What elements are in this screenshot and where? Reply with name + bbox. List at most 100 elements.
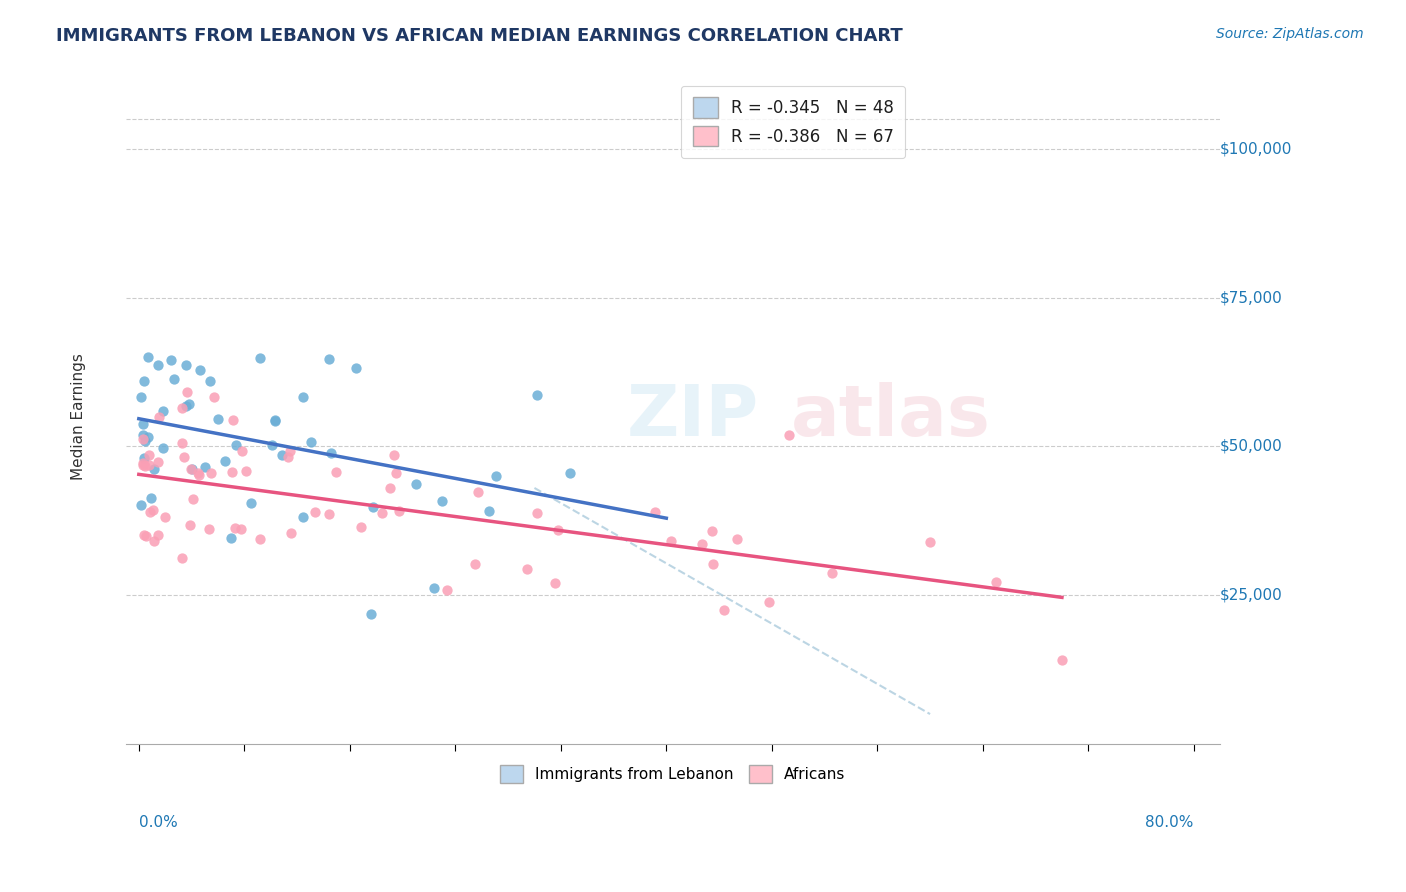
- Text: Source: ZipAtlas.com: Source: ZipAtlas.com: [1216, 27, 1364, 41]
- Point: [280, 525, 302, 540]
- Point: [132, 450, 155, 465]
- Point: [198, 374, 221, 388]
- Point: [291, 510, 314, 524]
- Point: [146, 528, 169, 542]
- Point: [136, 429, 159, 443]
- Point: [516, 562, 538, 576]
- Point: [221, 412, 243, 426]
- Point: [544, 576, 567, 591]
- Point: [526, 388, 548, 402]
- Point: [464, 557, 486, 571]
- Point: [155, 510, 177, 524]
- Point: [148, 358, 170, 372]
- Point: [173, 450, 195, 465]
- Point: [194, 460, 217, 475]
- Point: [172, 401, 194, 416]
- Point: [271, 449, 294, 463]
- Point: [160, 352, 183, 367]
- Point: [321, 446, 343, 460]
- Point: [174, 399, 197, 413]
- Point: [263, 412, 285, 426]
- Point: [350, 520, 373, 534]
- Point: [388, 504, 411, 518]
- Point: [371, 506, 394, 520]
- Point: [821, 566, 844, 581]
- Point: [430, 494, 453, 508]
- Point: [174, 359, 197, 373]
- Point: [318, 508, 340, 522]
- Point: [146, 455, 169, 469]
- Point: [141, 491, 163, 505]
- Point: [138, 504, 160, 518]
- Text: $75,000: $75,000: [1220, 290, 1282, 305]
- Point: [467, 485, 489, 500]
- Point: [229, 522, 252, 536]
- Point: [920, 535, 942, 549]
- Text: 0.0%: 0.0%: [139, 815, 177, 830]
- Text: 80.0%: 80.0%: [1146, 815, 1194, 830]
- Point: [278, 443, 301, 458]
- Text: $25,000: $25,000: [1220, 588, 1282, 603]
- Legend: Immigrants from Lebanon, Africans: Immigrants from Lebanon, Africans: [494, 758, 852, 789]
- Point: [360, 607, 382, 622]
- Point: [177, 397, 200, 411]
- Text: atlas: atlas: [790, 382, 990, 451]
- Point: [758, 595, 780, 609]
- Point: [142, 503, 165, 517]
- Point: [231, 444, 253, 458]
- Point: [700, 524, 723, 538]
- Point: [142, 533, 165, 548]
- Point: [152, 403, 174, 417]
- Point: [170, 436, 193, 450]
- Point: [659, 533, 682, 548]
- Point: [304, 505, 326, 519]
- Point: [132, 433, 155, 447]
- Point: [132, 417, 155, 432]
- Point: [291, 390, 314, 404]
- Point: [190, 362, 212, 376]
- Point: [264, 415, 287, 429]
- Point: [180, 462, 202, 476]
- Point: [131, 390, 153, 404]
- Point: [702, 558, 724, 572]
- Point: [225, 438, 247, 452]
- Point: [179, 518, 201, 533]
- Point: [423, 581, 446, 595]
- Text: $50,000: $50,000: [1220, 439, 1282, 454]
- Point: [405, 477, 427, 491]
- Point: [690, 537, 713, 551]
- Point: [219, 531, 242, 545]
- Point: [131, 498, 153, 512]
- Text: Median Earnings: Median Earnings: [72, 353, 86, 480]
- Text: ZIP: ZIP: [627, 382, 759, 451]
- Point: [134, 458, 156, 473]
- Point: [1050, 653, 1073, 667]
- Point: [187, 468, 209, 483]
- Point: [249, 532, 271, 546]
- Point: [180, 462, 202, 476]
- Point: [382, 449, 405, 463]
- Point: [181, 491, 204, 506]
- Point: [318, 352, 340, 367]
- Point: [778, 427, 800, 442]
- Point: [385, 467, 408, 481]
- Point: [132, 456, 155, 470]
- Point: [138, 350, 160, 364]
- Point: [277, 450, 299, 464]
- Point: [134, 528, 156, 542]
- Point: [485, 469, 508, 483]
- Point: [132, 458, 155, 472]
- Point: [138, 448, 160, 462]
- Point: [132, 428, 155, 442]
- Point: [344, 360, 367, 375]
- Text: $100,000: $100,000: [1220, 141, 1292, 156]
- Point: [172, 551, 194, 566]
- Text: IMMIGRANTS FROM LEBANON VS AFRICAN MEDIAN EARNINGS CORRELATION CHART: IMMIGRANTS FROM LEBANON VS AFRICAN MEDIA…: [56, 27, 903, 45]
- Point: [478, 503, 501, 517]
- Point: [436, 582, 458, 597]
- Point: [363, 500, 385, 514]
- Point: [187, 467, 209, 481]
- Point: [644, 505, 666, 519]
- Point: [148, 409, 170, 424]
- Point: [526, 506, 548, 520]
